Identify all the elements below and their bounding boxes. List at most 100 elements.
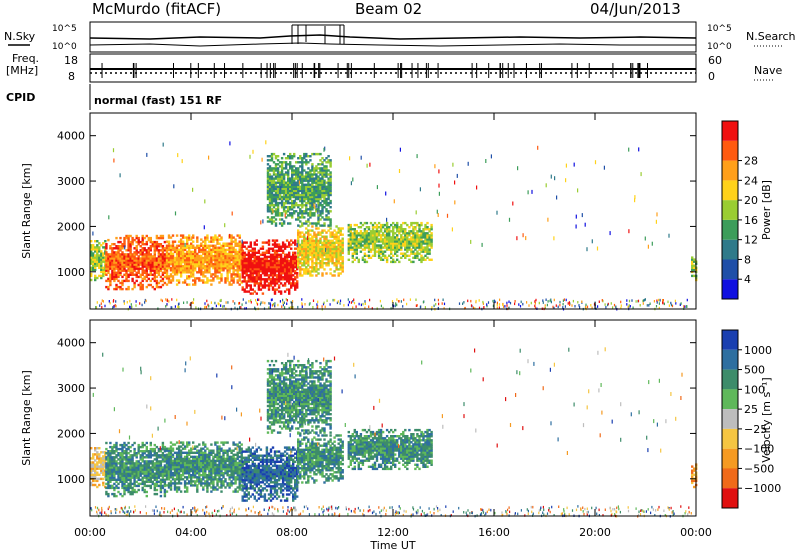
echo-cell (155, 464, 159, 467)
echo-cell (269, 261, 273, 265)
echo-cell (111, 445, 114, 449)
echo-cell (155, 245, 159, 248)
echo-cell (224, 265, 227, 268)
echo-cell (424, 234, 427, 237)
echo-cell (135, 265, 138, 268)
echo-cell (268, 181, 272, 184)
echo-cell (163, 460, 167, 463)
echo-cell (280, 161, 284, 164)
echo-cell (319, 169, 322, 172)
echo-cell (131, 468, 134, 471)
echo-cell (107, 456, 110, 459)
echo-cell (388, 254, 391, 257)
echo-cell (396, 238, 399, 241)
echo-cell (245, 261, 248, 265)
echo-cell (297, 169, 300, 172)
echo-cell (279, 290, 283, 293)
echo-cell (307, 235, 310, 238)
scatter-cell (220, 304, 222, 307)
echo-cell (319, 183, 322, 186)
echo-cell (105, 267, 108, 270)
echo-cell (131, 454, 134, 457)
echo-cell (131, 458, 134, 461)
echo-cell (321, 224, 324, 227)
scatter-cell (653, 300, 655, 303)
echo-cell (365, 254, 369, 257)
echo-cell (113, 265, 116, 268)
echo-cell (285, 280, 289, 283)
echo-cell (351, 240, 354, 243)
echo-cell (269, 280, 273, 283)
scatter-cell (315, 203, 317, 208)
echo-cell (271, 280, 275, 283)
echo-cell (206, 254, 209, 258)
echo-cell (273, 290, 277, 293)
echo-cell (337, 239, 340, 242)
echo-cell (214, 244, 217, 247)
echo-cell (226, 277, 229, 280)
echo-cell (222, 242, 225, 245)
echo-cell (385, 238, 389, 241)
echo-cell (263, 241, 267, 244)
scatter-cell (238, 302, 240, 305)
echo-cell (92, 246, 95, 249)
echo-cell (151, 240, 154, 244)
scatter-cell (285, 298, 287, 301)
echo-cell (265, 241, 269, 244)
echo-cell (253, 247, 256, 250)
scatter-cell (115, 305, 117, 308)
echo-cell (226, 267, 229, 270)
echo-cell (163, 265, 167, 268)
echo-cell (305, 247, 308, 251)
echo-cell (291, 208, 294, 211)
echo-cell (137, 263, 140, 266)
scatter-cell (234, 302, 236, 305)
echo-cell (186, 277, 189, 280)
scatter-cell (577, 301, 579, 304)
echo-cell (155, 462, 159, 465)
echo-cell (287, 169, 290, 172)
echo-cell (270, 152, 274, 156)
echo-cell (321, 253, 324, 257)
echo-cell (249, 270, 252, 273)
echo-cell (121, 480, 124, 483)
echo-cell (169, 476, 173, 479)
echo-cell (105, 255, 108, 258)
echo-cell (133, 263, 136, 266)
echo-cell (210, 236, 213, 239)
scatter-cell (443, 307, 445, 310)
echo-cell (325, 157, 328, 160)
scatter-cell (165, 305, 167, 308)
echo-cell (145, 279, 148, 283)
echo-cell (159, 470, 163, 473)
echo-cell (175, 260, 179, 264)
echo-cell (266, 185, 270, 188)
echo-cell (241, 272, 244, 275)
echo-cell (290, 255, 293, 259)
echo-cell (388, 230, 391, 233)
echo-cell (245, 282, 248, 285)
echo-cell (119, 464, 122, 467)
echo-cell (390, 244, 393, 247)
scatter-cell (312, 299, 315, 302)
scatter-cell (290, 306, 292, 309)
echo-cell (179, 238, 183, 241)
echo-cell (155, 247, 159, 250)
echo-cell (327, 204, 330, 207)
echo-cell (157, 464, 161, 467)
echo-cell (293, 195, 296, 199)
echo-cell (179, 244, 183, 247)
echo-cell (145, 253, 148, 256)
echo-cell (157, 462, 161, 465)
scatter-cell (416, 154, 418, 159)
echo-cell (194, 267, 197, 270)
echo-cell (125, 443, 128, 447)
echo-cell (325, 197, 328, 201)
echo-cell (247, 261, 250, 265)
echo-cell (299, 179, 302, 182)
echo-cell (365, 234, 369, 237)
echo-cell (297, 243, 300, 247)
echo-cell (268, 177, 272, 180)
echo-cell (190, 254, 193, 258)
echo-cell (163, 468, 167, 471)
